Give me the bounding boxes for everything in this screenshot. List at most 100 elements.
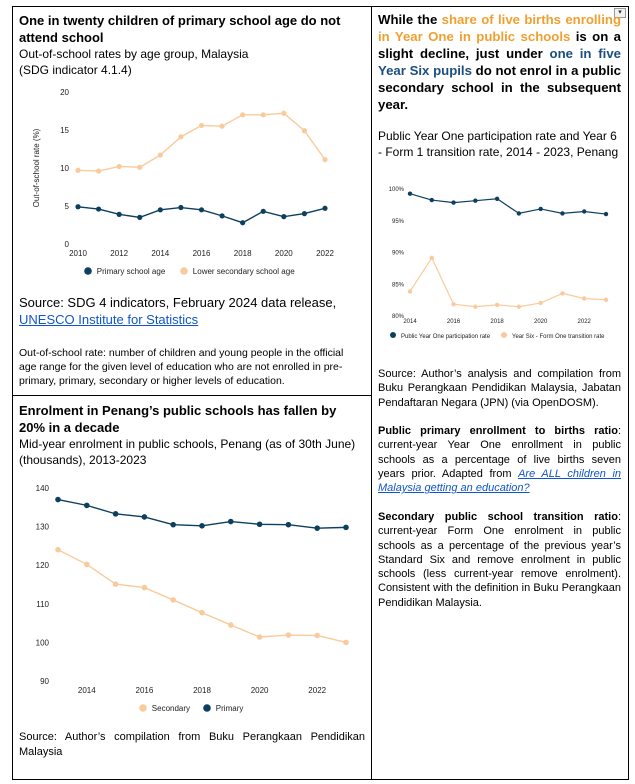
panel-divider (12, 395, 372, 396)
data-point (116, 163, 122, 170)
x-tick-label: 2022 (308, 686, 326, 695)
data-point (516, 211, 522, 216)
panel-subtitle: Out-of-school rates by age group, Malays… (19, 47, 249, 61)
data-point (473, 198, 478, 203)
legend-label: Year Six - Form One transition rate (512, 334, 605, 340)
data-point (301, 128, 308, 134)
enrolment-source: Source: Author’s compilation from Buku P… (19, 731, 365, 758)
data-point (516, 304, 522, 309)
series-line (409, 193, 607, 215)
data-point (75, 167, 81, 173)
data-point (603, 211, 609, 217)
data-point (260, 112, 266, 118)
data-point (429, 255, 434, 261)
data-point (198, 122, 205, 129)
x-tick-label: 2020 (275, 249, 293, 258)
data-point (343, 524, 349, 531)
data-point (538, 300, 543, 306)
column-divider (371, 6, 372, 780)
source-text: Source: SDG 4 indicators, February 2024 … (19, 295, 337, 310)
x-tick-label: 2012 (110, 249, 128, 258)
data-point (199, 523, 205, 529)
data-point (84, 502, 90, 509)
data-point (116, 211, 122, 217)
data-point (240, 220, 246, 226)
out-of-school-note: Out-of-school rate: number of children a… (19, 347, 344, 387)
data-point (494, 196, 500, 201)
x-tick-label: 2016 (447, 319, 461, 325)
legend-label: Primary school age (97, 267, 166, 276)
x-tick-label: 2018 (234, 249, 252, 258)
data-point (560, 211, 565, 216)
x-tick-label: 2022 (316, 249, 334, 258)
definition-secondary: Secondary public school transition ratio… (378, 511, 621, 609)
x-tick-label: 2020 (251, 686, 269, 695)
data-point (178, 134, 184, 140)
y-tick-label: 120 (36, 561, 50, 570)
legend-label: Lower secondary school age (193, 267, 295, 276)
data-point (314, 632, 321, 639)
x-tick-label: 2010 (69, 249, 87, 258)
data-point (219, 123, 225, 129)
transition-chart: 80% 85% 90% 95% 100% 2014 2016 2018 2020 2022 Publ… (389, 187, 609, 340)
chart-title: Public Year One participation rate and Y… (378, 129, 619, 159)
legend-marker (139, 704, 147, 712)
y-tick-label: 100 (36, 638, 50, 647)
transition-panel: While the share of live births enrolling… (378, 11, 621, 160)
data-point (314, 525, 321, 531)
data-point (170, 521, 176, 528)
legend-label: Primary (216, 704, 244, 713)
data-point (219, 213, 225, 219)
unesco-link[interactable]: UNESCO Institute for Statistics (19, 312, 199, 327)
data-point (95, 168, 102, 174)
series-line (409, 256, 607, 308)
data-point (75, 204, 81, 210)
data-point (198, 207, 205, 213)
article-link[interactable]: Are ALL children in Malaysia getting an … (378, 467, 621, 495)
x-tick-label: 2014 (78, 686, 96, 695)
transition-source: Source: Author’s analysis and compilatio… (378, 368, 621, 409)
data-point (112, 581, 119, 587)
legend-marker (203, 704, 211, 712)
x-tick-label: 2022 (578, 319, 592, 325)
y-tick-label: 0 (65, 240, 70, 249)
data-point (170, 597, 176, 603)
out-of-school-source: Source: SDG 4 indicators, February 2024 … (19, 294, 365, 328)
data-point (256, 521, 263, 528)
data-point (343, 639, 349, 646)
definition-term: Secondary public school transition ratio (378, 511, 618, 523)
data-point (260, 208, 266, 214)
x-tick-label: 2016 (193, 249, 211, 258)
data-point (407, 191, 413, 196)
x-tick-label: 2014 (403, 319, 417, 325)
data-point (55, 546, 61, 553)
data-point (322, 157, 328, 163)
y-tick-label: 80% (392, 314, 405, 320)
data-point (560, 291, 565, 296)
y-tick-label: 140 (36, 484, 50, 493)
x-tick-label: 2014 (151, 249, 169, 258)
y-tick-label: 10 (60, 164, 69, 173)
data-point (473, 304, 478, 309)
x-tick-label: 2018 (193, 686, 211, 695)
series-line (77, 112, 326, 172)
panel-subtitle: Mid-year enrolment in public schools, Pe… (19, 437, 356, 467)
data-point (429, 197, 434, 203)
chevron-down-icon[interactable]: ▾ (614, 8, 626, 18)
legend-marker (180, 267, 188, 275)
data-point (141, 584, 148, 591)
data-point (285, 521, 292, 528)
y-tick-label: 15 (60, 126, 69, 135)
series-line (57, 549, 347, 644)
y-tick-label: 95% (392, 219, 405, 225)
y-tick-label: 85% (392, 282, 405, 288)
headline: While the share of live births enrolling… (378, 12, 621, 112)
data-point (603, 297, 609, 302)
y-tick-label: 110 (36, 600, 49, 609)
data-point (538, 206, 543, 212)
definition-primary: Public primary enrollment to births rati… (378, 425, 621, 495)
y-tick-label: 20 (60, 88, 69, 97)
legend-marker (501, 332, 507, 338)
data-point (494, 302, 500, 308)
data-point (582, 296, 587, 301)
